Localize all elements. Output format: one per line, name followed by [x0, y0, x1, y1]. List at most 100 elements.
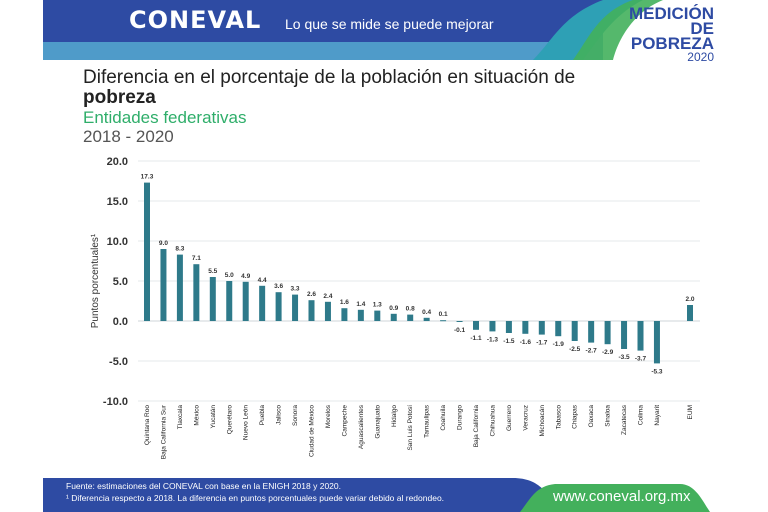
x-tick-label: Hidalgo: [391, 405, 398, 427]
data-label: -1.7: [536, 340, 548, 347]
chart-title: Diferencia en el porcentaje de la poblac…: [83, 68, 575, 108]
bar: [193, 264, 200, 321]
data-label: 5.5: [208, 268, 217, 275]
bar: [489, 321, 496, 332]
data-label: 7.1: [192, 255, 201, 262]
data-label: 2.4: [323, 293, 332, 300]
x-tick-label: Nuevo León: [243, 405, 250, 440]
x-tick-label: Baja California Sur: [160, 404, 167, 459]
x-tick-label: Guanajuato: [374, 405, 381, 439]
y-tick-label: 10.0: [107, 236, 128, 248]
bar: [505, 321, 512, 333]
bar: [522, 321, 529, 334]
data-label: 8.3: [175, 246, 184, 253]
data-label: 0.4: [422, 309, 431, 316]
data-label: 3.3: [291, 286, 300, 293]
x-tick-label: Aguascalientes: [358, 404, 365, 449]
tagline: Lo que se mide se puede mejorar: [285, 16, 494, 32]
x-tick-label: Puebla: [259, 405, 266, 426]
bar: [456, 321, 463, 322]
data-label: -1.6: [520, 339, 532, 346]
x-tick-label: Colima: [638, 405, 645, 426]
x-tick-label: Chiapas: [572, 404, 579, 429]
data-label: -3.5: [618, 354, 630, 361]
bar: [209, 277, 216, 321]
x-tick-label: México: [193, 405, 200, 426]
data-label: 0.1: [439, 311, 448, 318]
x-tick-label: Oaxaca: [588, 405, 595, 428]
data-label: 0.8: [406, 306, 415, 313]
bar: [341, 308, 348, 321]
footer-source: Fuente: estimaciones del CONEVAL con bas…: [66, 481, 341, 491]
bar: [176, 254, 183, 321]
footer-banner: [43, 478, 563, 512]
badge-line2: DE POBREZA: [630, 19, 714, 53]
data-label: -1.5: [503, 338, 515, 345]
x-tick-label: Morelos: [325, 404, 332, 428]
data-label: -1.9: [553, 341, 565, 348]
bar: [555, 321, 562, 337]
bar: [637, 321, 644, 351]
x-tick-label: Campeche: [341, 405, 348, 437]
bar: [653, 321, 660, 364]
data-label: -5.3: [651, 368, 663, 375]
chart-title-line2: pobreza: [83, 87, 156, 108]
data-label: 0.9: [389, 305, 398, 312]
bar: [604, 321, 611, 345]
medicion-pobreza-badge: MEDICIÓN DE POBREZA 2020: [618, 4, 714, 63]
data-label: 4.4: [258, 277, 267, 284]
x-tick-label: Ciudad de México: [309, 405, 316, 457]
bar: [473, 321, 479, 330]
badge-line1: MEDICIÓN: [629, 4, 714, 23]
y-tick-label: 5.0: [113, 276, 128, 288]
bar: [242, 281, 249, 321]
x-tick-label: Durango: [457, 405, 464, 430]
data-label: 1.4: [356, 301, 365, 308]
x-tick-label: Chihuahua: [489, 405, 496, 437]
x-tick-label: Guerrero: [506, 405, 513, 431]
x-tick-label: Coahuila: [440, 405, 447, 431]
data-label: -0.1: [454, 327, 466, 334]
x-tick-label: Tamaulipas: [424, 404, 431, 438]
bar: [621, 321, 628, 349]
header-wave-graphic: [43, 0, 663, 60]
x-tick-label: Baja California: [473, 405, 480, 448]
bar: [275, 292, 282, 321]
bar: [423, 317, 430, 321]
y-tick-label: 20.0: [107, 156, 128, 168]
x-tick-label: Sinaloa: [605, 405, 612, 427]
data-label: -2.5: [569, 346, 581, 353]
x-tick-label: Yucatán: [210, 405, 217, 429]
y-tick-label: 0.0: [113, 316, 128, 328]
x-tick-label: Tabasco: [555, 405, 562, 430]
x-tick-label: Zacatecas: [621, 404, 628, 435]
bar: [538, 321, 545, 335]
bar: [374, 310, 381, 321]
bar: [292, 294, 299, 321]
x-tick-label: Jalisco: [276, 405, 283, 425]
bar: [324, 301, 331, 321]
data-label: 1.3: [373, 302, 382, 309]
chart-period: 2018 - 2020: [83, 127, 174, 146]
bar: [571, 321, 578, 341]
data-label: 3.6: [274, 283, 283, 290]
data-label: 4.9: [241, 273, 250, 280]
x-tick-label: Quintana Roo: [144, 405, 151, 445]
x-tick-label: Sonora: [292, 405, 299, 426]
coneval-logo: CONEVAL: [129, 6, 262, 34]
bar: [308, 300, 315, 321]
bar: [687, 305, 693, 321]
data-label: 2.6: [307, 291, 316, 298]
data-label: 1.6: [340, 299, 349, 306]
y-axis-label: Puntos porcentuales¹: [90, 233, 101, 328]
chart-title-line1: Diferencia en el porcentaje de la poblac…: [83, 67, 576, 88]
bar: [390, 313, 397, 321]
website-link[interactable]: www.coneval.org.mx: [553, 488, 691, 505]
y-tick-label: -10.0: [103, 396, 128, 408]
data-label: -2.7: [586, 348, 598, 355]
data-label: -2.9: [602, 349, 614, 356]
chart-subtitle: Entidades federativas: [83, 108, 247, 127]
bar: [144, 182, 150, 321]
bar: [357, 309, 364, 321]
